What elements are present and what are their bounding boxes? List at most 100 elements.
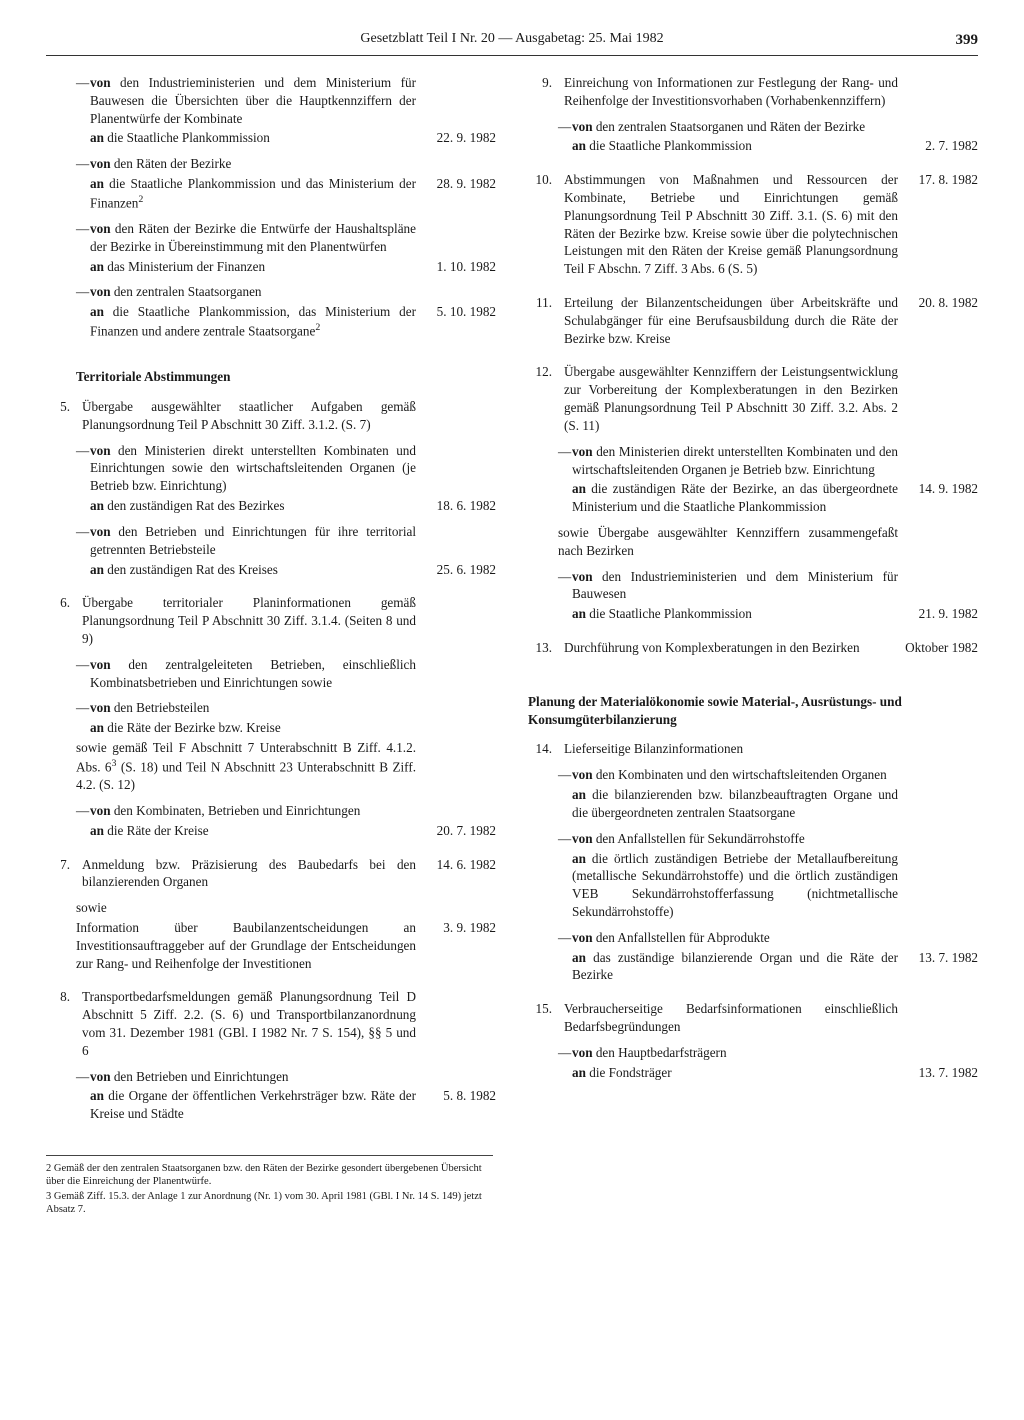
- entry-text: von den Betrieben und Einrichtungen: [90, 1068, 422, 1086]
- entry-text: sowie Übergabe ausgewählter Kennziffern …: [558, 524, 904, 560]
- footnote: 3 Gemäß Ziff. 15.3. der Anlage 1 zur Ano…: [46, 1190, 493, 1216]
- dash-icon: —: [558, 766, 572, 784]
- entry-text: von den zentralen Staatsorganen und Räte…: [572, 118, 904, 136]
- item-lead: Erteilung der Bilanzentscheidungen über …: [564, 294, 904, 347]
- entry-text: an die örtlich zuständigen Betriebe der …: [572, 850, 904, 921]
- columns: —von den Industrieministerien und dem Mi…: [46, 74, 978, 1139]
- page-number: 399: [956, 30, 979, 50]
- entry-text: an die Staatliche Plankommission: [572, 605, 904, 623]
- entry-date: 1. 10. 1982: [422, 258, 496, 276]
- item-number: 6.: [46, 594, 76, 612]
- item-date: Oktober 1982: [904, 639, 978, 657]
- item-date: 20. 8. 1982: [904, 294, 978, 312]
- entry-text: sowie gemäß Teil F Abschnitt 7 Unterabsc…: [76, 739, 422, 794]
- item-number: 10.: [528, 171, 558, 189]
- item-number: 8.: [46, 988, 76, 1006]
- entry-date: 13. 7. 1982: [904, 949, 978, 967]
- entry-text: von den Anfallstellen für Sekundärrohsto…: [572, 830, 904, 848]
- item-lead: Übergabe ausgewählter staatlicher Aufgab…: [82, 398, 422, 434]
- entry-text: an die bilanzierenden bzw. bilanzbeauftr…: [572, 786, 904, 822]
- item-number: 13.: [528, 639, 558, 657]
- entry-date: 21. 9. 1982: [904, 605, 978, 623]
- dash-icon: —: [558, 1044, 572, 1062]
- dash-icon: —: [558, 830, 572, 848]
- entry-text: von den Ministerien direkt unterstellten…: [90, 442, 422, 495]
- entry-date: 20. 7. 1982: [422, 822, 496, 840]
- item-date: 14. 6. 1982: [422, 856, 496, 874]
- entry-date: 2. 7. 1982: [904, 137, 978, 155]
- dash-icon: —: [76, 699, 90, 717]
- entry-text: an die Staatliche Plankommission: [572, 137, 904, 155]
- entry-text: von den Anfallstellen für Abprodukte: [572, 929, 904, 947]
- dash-icon: —: [76, 442, 90, 460]
- item-number: 9.: [528, 74, 558, 92]
- dash-icon: —: [76, 802, 90, 820]
- entry-date: 13. 7. 1982: [904, 1064, 978, 1082]
- entry-text: sowie: [76, 899, 422, 917]
- item-number: 11.: [528, 294, 558, 312]
- entry-text: von den Ministerien direkt unterstellten…: [572, 443, 904, 479]
- right-column: 9. Einreichung von Informationen zur Fest…: [528, 74, 978, 1139]
- entry-text: an den zuständigen Rat des Kreises: [90, 561, 422, 579]
- dash-icon: —: [558, 568, 572, 586]
- entry-text: von den Räten der Bezirke: [90, 155, 422, 173]
- entry-date: 28. 9. 1982: [422, 175, 496, 193]
- entry-text: von den Betrieben und Einrichtungen für …: [90, 523, 422, 559]
- dash-icon: —: [76, 283, 90, 301]
- item-number: 5.: [46, 398, 76, 416]
- item-date: 17. 8. 1982: [904, 171, 978, 189]
- entry-text: an die zuständigen Räte der Bezirke, an …: [572, 480, 904, 516]
- entry-text: an den zuständigen Rat des Bezirkes: [90, 497, 422, 515]
- item-lead: Lieferseitige Bilanzinformationen: [564, 740, 904, 758]
- item-lead: Anmeldung bzw. Präzisierung des Baubedar…: [82, 856, 422, 892]
- entry-date: 18. 6. 1982: [422, 497, 496, 515]
- footnotes: 2 Gemäß der den zentralen Staatsorganen …: [46, 1155, 493, 1217]
- entry-text: Information über Baubilanzentscheidungen…: [76, 919, 422, 972]
- entry-text: von den Betriebsteilen: [90, 699, 422, 717]
- entry-date: 3. 9. 1982: [422, 919, 496, 937]
- page-header: Gesetzblatt Teil I Nr. 20 — Ausgabetag: …: [46, 30, 978, 56]
- item-number: 14.: [528, 740, 558, 758]
- entry-text: von den Kombinaten, Betrieben und Einric…: [90, 802, 422, 820]
- dash-icon: —: [76, 220, 90, 238]
- entry-date: 5. 8. 1982: [422, 1087, 496, 1105]
- entry-text: von den Industrieministerien und dem Min…: [572, 568, 904, 604]
- dash-icon: —: [76, 74, 90, 92]
- entry-date: 22. 9. 1982: [422, 129, 496, 147]
- footnote: 2 Gemäß der den zentralen Staatsorganen …: [46, 1162, 493, 1188]
- entry-text: von den Räten der Bezirke die Entwürfe d…: [90, 220, 422, 256]
- dash-icon: —: [76, 656, 90, 674]
- section-heading: Planung der Materialökonomie sowie Mater…: [528, 693, 978, 729]
- item-number: 7.: [46, 856, 76, 874]
- entry-date: 14. 9. 1982: [904, 480, 978, 498]
- entry-text: an die Organe der öffentlichen Verkehrst…: [90, 1087, 422, 1123]
- entry-text: an die Staatliche Plankommission und das…: [90, 175, 422, 212]
- dash-icon: —: [558, 118, 572, 136]
- left-column: —von den Industrieministerien und dem Mi…: [46, 74, 496, 1139]
- entry-date: 5. 10. 1982: [422, 303, 496, 321]
- entry-text: an die Räte der Kreise: [90, 822, 422, 840]
- dash-icon: —: [558, 929, 572, 947]
- entry-text: von den zentralgeleiteten Betrieben, ein…: [90, 656, 422, 692]
- entry-text: an die Staatliche Plankommission, das Mi…: [90, 303, 422, 340]
- entry-text: an das Ministerium der Finanzen: [90, 258, 422, 276]
- section-heading: Territoriale Abstimmungen: [76, 368, 496, 386]
- item-lead: Verbraucherseitige Bedarfsinformationen …: [564, 1000, 904, 1036]
- item-lead: Transportbedarfsmeldungen gemäß Planungs…: [82, 988, 422, 1059]
- entry-text: an die Räte der Bezirke bzw. Kreise: [90, 719, 422, 737]
- dash-icon: —: [558, 443, 572, 461]
- entry-text: von den Kombinaten und den wirtschaftsle…: [572, 766, 904, 784]
- item-lead: Einreichung von Informationen zur Festle…: [564, 74, 904, 110]
- item-lead: Durchführung von Komplexberatungen in de…: [564, 639, 904, 657]
- item-number: 15.: [528, 1000, 558, 1018]
- entry-text: von den Hauptbedarfsträgern: [572, 1044, 904, 1062]
- entry-text: an die Fondsträger: [572, 1064, 904, 1082]
- dash-icon: —: [76, 523, 90, 541]
- entry-text: von den zentralen Staatsorganen: [90, 283, 422, 301]
- item-lead: Übergabe territorialer Planinformationen…: [82, 594, 422, 647]
- item-lead: Übergabe ausgewählter Kennziffern der Le…: [564, 363, 904, 434]
- item-lead: Abstimmungen von Maßnahmen und Ressource…: [564, 171, 904, 278]
- entry-text: an die Staatliche Plankommission: [90, 129, 422, 147]
- entry-date: 25. 6. 1982: [422, 561, 496, 579]
- dash-icon: —: [76, 1068, 90, 1086]
